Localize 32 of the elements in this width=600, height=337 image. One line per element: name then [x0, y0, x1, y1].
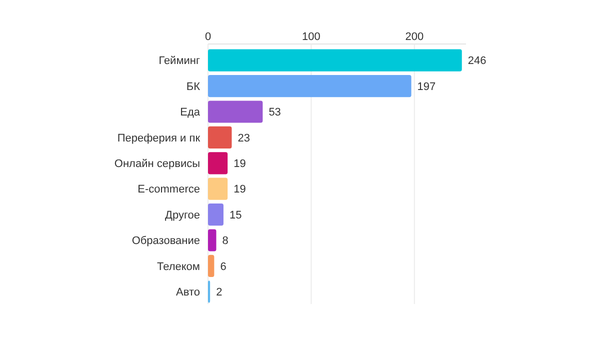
data-label: 8 [222, 235, 228, 248]
y-tick-label: E-commerce [138, 184, 200, 196]
data-label: 19 [234, 184, 246, 196]
data-label: 6 [220, 260, 226, 273]
bar [208, 254, 214, 278]
y-tick-label: Телеком [156, 260, 200, 273]
y-tick-label: Авто [176, 286, 200, 299]
data-label: 23 [238, 132, 250, 144]
bar [208, 204, 224, 226]
y-tick-label: Онлайн сервисы [114, 158, 200, 170]
data-label: 15 [229, 209, 242, 222]
y-tick-label: Другое [165, 209, 200, 222]
bar [208, 229, 216, 252]
data-label: 53 [268, 106, 281, 119]
data-label: 246 [468, 55, 486, 68]
y-tick-label: БК [186, 80, 201, 93]
x-tick-label: 100 [302, 31, 320, 43]
bar [208, 126, 232, 148]
bar [208, 100, 263, 123]
bar [208, 178, 228, 200]
y-tick-label: Еда [180, 106, 201, 119]
x-tick-label: 200 [405, 31, 424, 43]
data-label: 2 [216, 286, 222, 299]
y-tick-label: Переферия и пк [117, 132, 200, 144]
x-tick-label: 0 [204, 31, 212, 43]
y-tick-label: Образование [132, 235, 200, 248]
data-label: 197 [417, 80, 436, 93]
bar [208, 152, 228, 174]
bar [208, 49, 462, 72]
data-label: 19 [234, 158, 246, 170]
y-tick-label: Гейминг [158, 55, 200, 68]
bar [208, 74, 412, 98]
